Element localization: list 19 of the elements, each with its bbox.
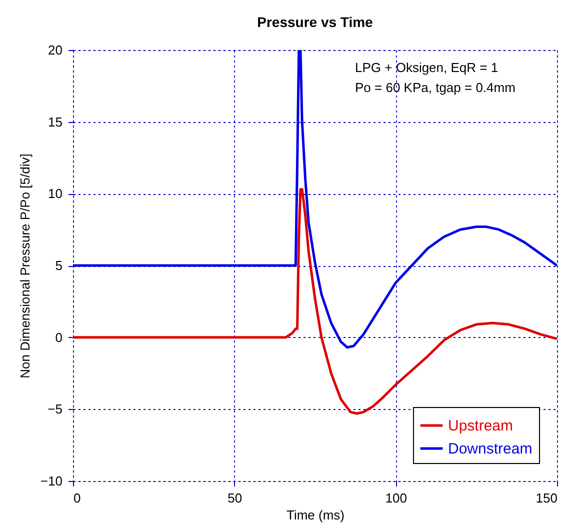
x-tick-label: 150: [536, 490, 558, 506]
y-axis-title: Non Dimensional Pressure P/Po [5/div]: [17, 154, 32, 378]
line-series: [73, 188, 557, 415]
annotation: Po = 60 KPa, tgap = 0.4mm: [355, 80, 516, 95]
y-tick-label: 20: [48, 42, 62, 58]
legend-label: Downstream: [448, 440, 532, 458]
y-tick-label: −10: [40, 474, 62, 488]
x-tick-label: 0: [74, 490, 81, 506]
y-tick-label: 0: [55, 330, 62, 345]
y-tick-label: −5: [48, 402, 62, 417]
x-tick-label: 50: [228, 490, 242, 506]
annotation: LPG + Oksigen, EqR = 1: [355, 60, 498, 75]
chart-title: Pressure vs Time: [257, 14, 374, 30]
y-tick-label: 10: [48, 186, 62, 202]
y-tick-label: 5: [55, 258, 62, 273]
x-axis-title: Time (ms): [286, 508, 345, 522]
y-tick-label: 15: [48, 114, 62, 130]
x-tick-label: 100: [385, 490, 408, 506]
legend-label: Upstream: [448, 418, 514, 434]
